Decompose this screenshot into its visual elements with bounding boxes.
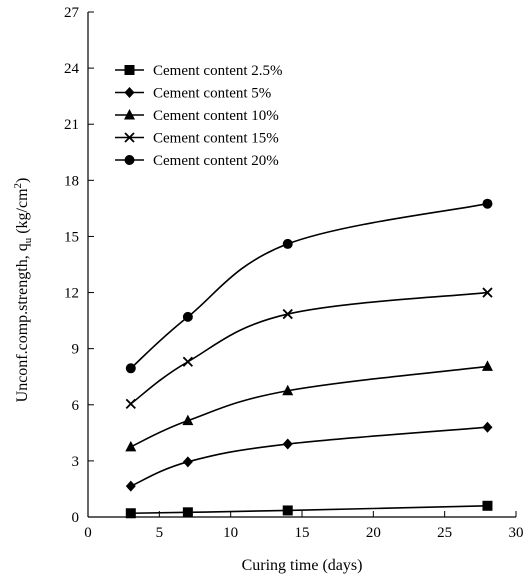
x-tick-label: 30	[509, 525, 524, 541]
y-tick-label: 3	[72, 454, 80, 470]
x-axis-label: Curing time (days)	[242, 557, 363, 574]
x-axis-ticks: 0 5 10 15 20 25 30	[84, 511, 524, 541]
x-tick-label: 0	[84, 525, 92, 541]
legend-label: Cement content 10%	[153, 108, 279, 124]
data-point-square	[182, 507, 193, 518]
x-tick-label: 25	[437, 525, 452, 541]
data-point-cross	[482, 287, 493, 298]
data-point-diamond	[182, 456, 193, 468]
series-line	[130, 291, 488, 405]
data-point-cross	[182, 356, 194, 367]
legend: Cement content 2.5% Cement content 5% Ceme…	[115, 63, 283, 169]
y-axis-label-unit-close: )	[14, 178, 31, 183]
data-point-diamond	[125, 480, 136, 492]
x-tick-label: 15	[295, 525, 310, 541]
data-point-square	[282, 505, 293, 516]
y-tick-label: 12	[64, 286, 79, 302]
data-point-triangle	[481, 360, 493, 371]
y-axis-label: Unconf.comp.strength, qu (kg/cm2)	[12, 178, 34, 403]
x-tick-label: 5	[156, 525, 164, 541]
y-tick-label: 21	[64, 117, 79, 133]
y-tick-label: 6	[72, 398, 80, 414]
legend-marker-diamond	[124, 87, 135, 98]
data-point-circle	[182, 311, 193, 322]
y-tick-label: 0	[72, 510, 80, 526]
y-tick-label: 9	[72, 342, 80, 358]
series-lines	[130, 202, 488, 515]
y-tick-label: 24	[64, 61, 80, 77]
y-axis-label-prefix: Unconf.comp.strength, q	[14, 243, 31, 402]
data-point-circle	[482, 198, 493, 209]
series-line	[130, 365, 488, 448]
legend-label: Cement content 5%	[153, 86, 271, 102]
data-point-diamond	[482, 421, 493, 433]
data-point-cross	[282, 308, 293, 320]
legend-marker-triangle	[124, 109, 135, 120]
y-tick-label: 27	[64, 5, 80, 21]
legend-marker-square	[124, 65, 135, 75]
series-line	[130, 426, 488, 487]
data-point-triangle	[282, 384, 294, 396]
y-axis-label-superscript: 2	[12, 183, 24, 189]
x-tick-label: 10	[223, 525, 238, 541]
data-point-square	[125, 508, 136, 519]
data-point-cross	[125, 398, 136, 409]
y-axis-label-subscript: u	[22, 237, 34, 243]
y-tick-label: 15	[64, 229, 79, 245]
legend-marker-cross	[124, 132, 135, 143]
data-point-diamond	[282, 438, 293, 450]
data-point-circle	[125, 363, 136, 374]
y-axis-label-unit: (kg/cm	[14, 188, 31, 238]
legend-label: Cement content 2.5%	[153, 63, 283, 79]
legend-label: Cement content 15%	[153, 131, 279, 147]
y-axis-ticks: 0 3 6 9 12 15 18 21 24 27	[64, 5, 94, 526]
data-point-triangle	[125, 440, 137, 452]
data-point-circle	[282, 238, 293, 249]
series-line	[130, 504, 488, 515]
series-markers	[125, 198, 493, 519]
legend-marker-circle	[124, 155, 135, 165]
data-point-square	[482, 500, 493, 511]
y-tick-label: 18	[64, 173, 79, 189]
series-line	[130, 202, 488, 369]
data-point-triangle	[182, 414, 194, 426]
x-tick-label: 20	[366, 525, 381, 541]
legend-label: Cement content 20%	[153, 153, 279, 169]
